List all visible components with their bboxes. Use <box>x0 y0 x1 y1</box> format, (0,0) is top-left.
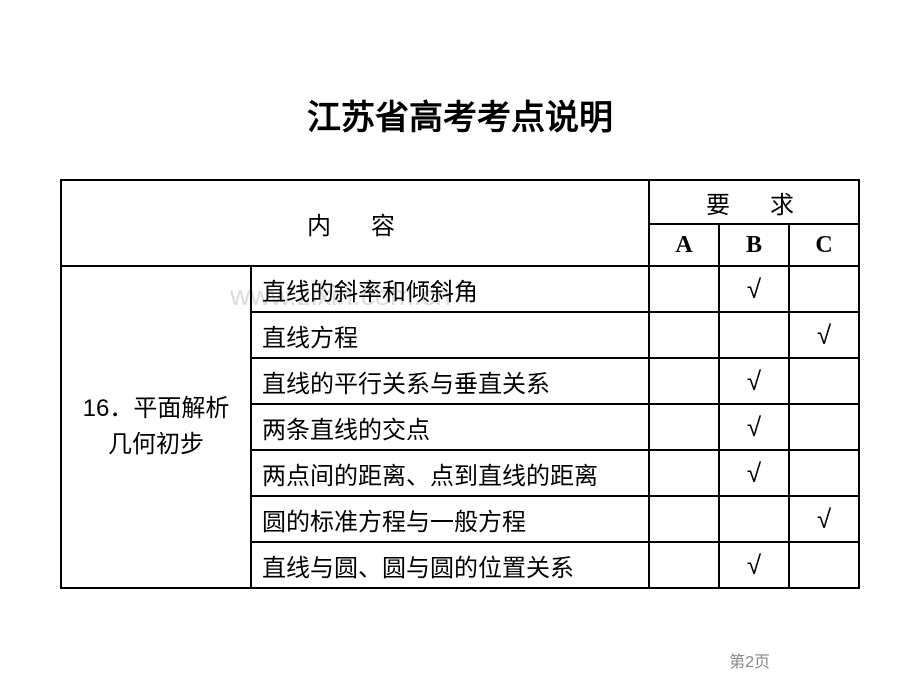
topic-cell: 直线方程 <box>251 312 649 358</box>
topic-cell: 直线的平行关系与垂直关系 <box>251 358 649 404</box>
table-row: 16．平面解析 几何初步 直线的斜率和倾斜角 √ <box>61 266 859 312</box>
check-b: √ <box>719 266 789 312</box>
section-name-2: 几何初步 <box>108 431 204 458</box>
check-c <box>789 404 859 450</box>
page-container: 江苏省高考考点说明 内 容 要 求 A B C 16．平面解析 几何初步 直线的… <box>0 0 920 589</box>
header-col-b: B <box>719 224 789 266</box>
check-b: √ <box>719 542 789 588</box>
check-c <box>789 266 859 312</box>
page-title: 江苏省高考考点说明 <box>60 90 860 139</box>
header-requirement: 要 求 <box>649 180 859 224</box>
check-a <box>649 496 719 542</box>
topic-cell: 直线与圆、圆与圆的位置关系 <box>251 542 649 588</box>
check-b: √ <box>719 404 789 450</box>
topic-cell: 两点间的距离、点到直线的距离 <box>251 450 649 496</box>
check-c <box>789 358 859 404</box>
page-number: 第2页 <box>729 648 770 672</box>
check-b <box>719 496 789 542</box>
section-name-1: 平面解析 <box>133 395 229 422</box>
check-a <box>649 358 719 404</box>
check-c <box>789 450 859 496</box>
topic-cell: 圆的标准方程与一般方程 <box>251 496 649 542</box>
check-a <box>649 404 719 450</box>
header-col-a: A <box>649 224 719 266</box>
check-a <box>649 450 719 496</box>
check-a <box>649 266 719 312</box>
check-c <box>789 542 859 588</box>
check-c: √ <box>789 496 859 542</box>
topic-cell: 两条直线的交点 <box>251 404 649 450</box>
section-label: 16．平面解析 几何初步 <box>61 266 251 588</box>
exam-points-table: 内 容 要 求 A B C 16．平面解析 几何初步 直线的斜率和倾斜角 √ 直… <box>60 179 860 589</box>
check-b: √ <box>719 358 789 404</box>
table-header-row-1: 内 容 要 求 <box>61 180 859 224</box>
header-content: 内 容 <box>61 180 649 266</box>
topic-cell: 直线的斜率和倾斜角 <box>251 266 649 312</box>
check-a <box>649 542 719 588</box>
check-b <box>719 312 789 358</box>
section-number: 16． <box>83 395 134 422</box>
check-a <box>649 312 719 358</box>
check-b: √ <box>719 450 789 496</box>
check-c: √ <box>789 312 859 358</box>
header-col-c: C <box>789 224 859 266</box>
